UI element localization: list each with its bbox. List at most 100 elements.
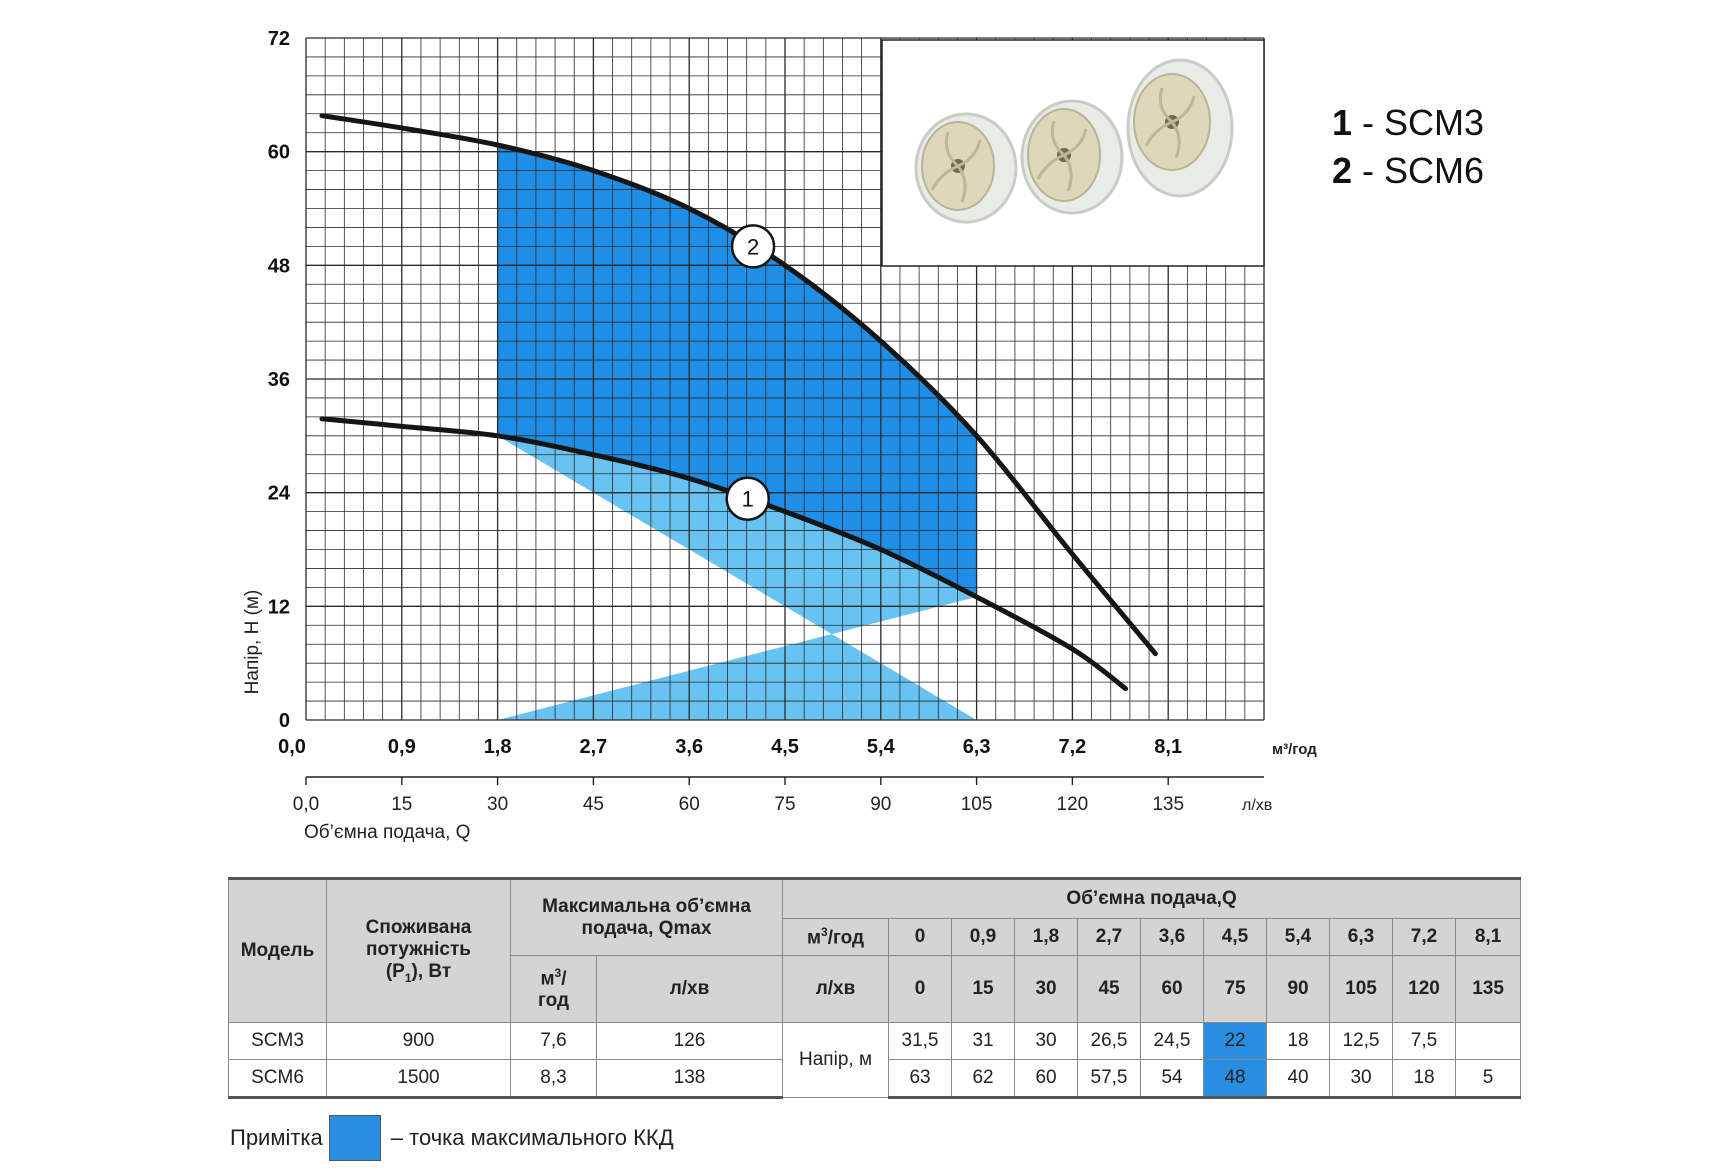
x-tick-label-m3: 4,5 [771, 736, 799, 758]
header-unit-l: л/хв [782, 955, 890, 1023]
x-tick-label-m3: 0,0 [278, 736, 306, 758]
flow-m3-cell: 6,3 [1329, 918, 1394, 956]
note: Примітка – точка максимального ККД [230, 1113, 674, 1163]
flow-l-cell: 0 [888, 955, 953, 1023]
head-cell: 40 [1266, 1059, 1331, 1099]
x-tick-label-l: 120 [1057, 794, 1089, 815]
model-cell: SCM3 [228, 1022, 327, 1060]
head-cell: 57,5 [1077, 1059, 1142, 1099]
flow-m3-cell: 5,4 [1266, 918, 1331, 956]
x-unit-m3: м³/год [1272, 741, 1317, 758]
flow-l-cell: 45 [1077, 955, 1142, 1023]
head-cell: 12,5 [1329, 1022, 1394, 1060]
curve-label-1: 1 [742, 487, 754, 512]
head-cell: 62 [951, 1059, 1016, 1099]
note-label: Примітка [230, 1125, 323, 1150]
power-cell: 1500 [326, 1059, 511, 1099]
flow-m3-cell: 3,6 [1140, 918, 1205, 956]
x-tick-label-m3: 6,3 [963, 736, 991, 758]
qmax-m3-b: / [561, 968, 567, 990]
legend-text: - SCM3 [1352, 102, 1484, 143]
y-tick-label: 0 [279, 710, 290, 732]
impeller-photo [881, 39, 1265, 267]
header-power-line3b: ), Вт [411, 961, 452, 983]
head-cell [1455, 1022, 1522, 1060]
head-cell: 63 [888, 1059, 953, 1099]
flow-l-cell: 105 [1329, 955, 1394, 1023]
qmax-m3-c: год [537, 990, 570, 1012]
head-cell: 54 [1140, 1059, 1205, 1099]
header-qmax-l: л/хв [595, 955, 784, 1023]
header-qmax: Максимальна об’ємна подача, Qmax [509, 877, 784, 956]
flow-l-cell: 15 [951, 955, 1016, 1023]
impeller-icon [1126, 58, 1234, 198]
y-tick-label: 36 [268, 369, 290, 391]
qmax-l-cell: 126 [595, 1022, 784, 1060]
x-unit-l: л/хв [1242, 797, 1272, 814]
x-tick-label-l: 30 [487, 794, 508, 815]
x-tick-label-l: 45 [583, 794, 604, 815]
head-label-cell: Напір, м [782, 1022, 890, 1098]
note-text: – точка максимального ККД [390, 1125, 674, 1150]
unit-m3-sup: 3 [821, 924, 828, 939]
head-cell: 31 [951, 1022, 1016, 1060]
impeller-icon [1020, 99, 1124, 215]
head-cell: 18 [1392, 1059, 1457, 1099]
legend-number: 2 [1332, 150, 1352, 191]
impeller-icon [914, 112, 1018, 224]
x-tick-label-l: 105 [961, 794, 993, 815]
y-tick-label: 24 [268, 483, 291, 505]
x-tick-label-m3: 1,8 [484, 736, 512, 758]
flow-m3-cell: 4,5 [1203, 918, 1268, 956]
unit-m3-b: /год [827, 927, 865, 949]
header-power: Споживана потужність (P1), Вт [326, 877, 511, 1023]
flow-m3-cell: 0,9 [951, 918, 1016, 956]
header-qmax-m3: м3/год [510, 955, 597, 1023]
curve-label-circle [725, 476, 770, 521]
legend-item-1: 1 - SCM3 [1332, 102, 1484, 143]
y-tick-label: 72 [268, 28, 290, 50]
qmax-m3-sup: 3 [554, 965, 562, 980]
curve-series-2 [319, 113, 1158, 657]
chart-grid [305, 37, 1265, 721]
legend-number: 1 [1332, 102, 1352, 143]
x-tick-label-m3: 3,6 [675, 736, 703, 758]
performance-table: Модель Споживана потужність (P1), Вт Мак… [228, 877, 1522, 1099]
head-cell: 5 [1455, 1059, 1522, 1099]
header-flow: Об’ємна подача,Q [782, 877, 1522, 919]
header-unit-m3: м3/год [782, 918, 890, 956]
head-cell: 31,5 [888, 1022, 953, 1060]
flow-l-cell: 90 [1266, 955, 1331, 1023]
flow-l-cell: 75 [1203, 955, 1268, 1023]
head-cell: 30 [1329, 1059, 1394, 1099]
note-swatch [328, 1115, 381, 1161]
x-tick-label-m3: 0,9 [388, 736, 416, 758]
x-tick-label-l: 0,0 [293, 794, 319, 815]
head-cell: 60 [1014, 1059, 1079, 1099]
flow-m3-cell: 0 [888, 918, 953, 956]
header-qmax-line2: подача, Qmax [581, 917, 712, 939]
head-cell: 26,5 [1077, 1022, 1142, 1060]
qmax-m3-cell: 7,6 [510, 1022, 597, 1060]
head-cell: 48 [1203, 1059, 1268, 1099]
flow-m3-cell: 2,7 [1077, 918, 1142, 956]
qmax-m3-a: м [540, 968, 555, 990]
x-tick-label-m3: 8,1 [1154, 736, 1182, 758]
flow-l-cell: 120 [1392, 955, 1457, 1023]
flow-m3-cell: 1,8 [1014, 918, 1079, 956]
curves: 12 [319, 113, 1158, 692]
curve-label-2: 2 [747, 234, 759, 259]
legend: 1 - SCM3 2 - SCM6 [1332, 102, 1484, 191]
legend-item-2: 2 - SCM6 [1332, 150, 1484, 191]
x-tick-label-l: 135 [1152, 794, 1184, 815]
flow-l-cell: 135 [1455, 955, 1522, 1023]
flow-l-cell: 60 [1140, 955, 1205, 1023]
y-tick-label: 60 [268, 142, 290, 164]
unit-m3-a: м [806, 927, 822, 949]
header-model: Модель [228, 877, 327, 1023]
x-axis-title: Об’ємна подача, Q [304, 822, 470, 843]
x-tick-label-l: 90 [870, 794, 891, 815]
head-cell: 30 [1014, 1022, 1079, 1060]
